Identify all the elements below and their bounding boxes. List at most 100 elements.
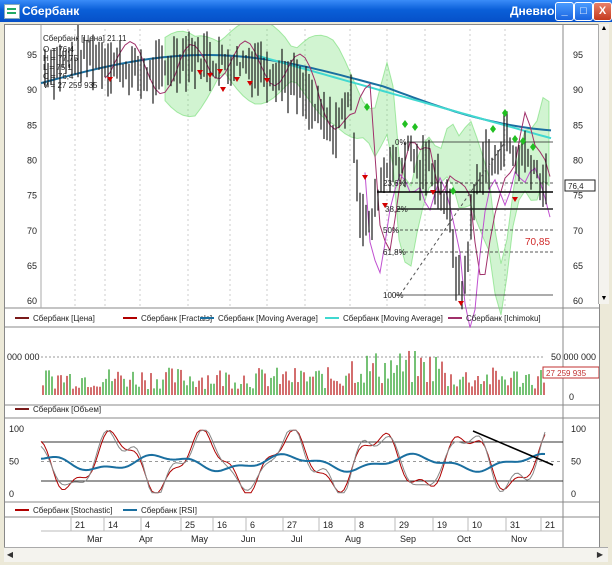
date-month-label: Sep [400, 534, 416, 544]
osc-axis-tick-right: 0 [571, 489, 576, 499]
title-bar[interactable]: Сбербанк Дневной _ □ X [0, 0, 612, 22]
info-line: V = 27 259 935 [43, 81, 98, 90]
volume-axis-left-label: 000 000 [7, 352, 40, 362]
price-axis-tick-right: 65 [573, 261, 583, 271]
fractal-down-marker [247, 81, 253, 86]
scroll-down-arrow-icon[interactable]: ▼ [600, 295, 608, 302]
price-axis-tick-left: 60 [27, 296, 37, 306]
fractal-up-marker [412, 123, 418, 131]
rsi-line [40, 452, 546, 473]
price-axis-tick-right: 70 [573, 226, 583, 236]
fib-level-label: 38,2% [385, 205, 408, 214]
horizontal-scrollbar[interactable]: ◀ ▶ [4, 547, 608, 562]
date-day-label: 14 [108, 520, 118, 530]
fractal-down-marker [107, 77, 113, 82]
price-axis-tick-right: 95 [573, 50, 583, 60]
window-title: Сбербанк [22, 4, 80, 18]
osc-axis-tick-right: 50 [571, 457, 581, 467]
fractal-up-marker [502, 109, 508, 117]
date-month-label: May [191, 534, 209, 544]
date-day-label: 18 [323, 520, 333, 530]
chart-area[interactable]: 0% 23,6% 38,2% 50% 61,8% 100% Сбербанк [Цена]… [4, 19, 600, 548]
fib-level-label: 100% [383, 291, 403, 300]
date-day-label: 10 [472, 520, 482, 530]
date-month-label: Jun [241, 534, 256, 544]
stochastic-d-line [40, 429, 546, 494]
date-day-label: 21 [545, 520, 555, 530]
fractal-down-marker [382, 203, 388, 208]
date-day-label: 31 [510, 520, 520, 530]
fractal-down-marker [512, 197, 518, 202]
osc-axis-tick-left: 0 [9, 489, 14, 499]
price-axis-tick-right: 85 [573, 120, 583, 130]
fib-level-label: 61,8% [383, 248, 406, 257]
osc-axis-tick-left: 50 [9, 457, 19, 467]
date-month-label: Apr [139, 534, 153, 544]
price-axis-tick-left: 80 [27, 155, 37, 165]
volume-axis-top-tick: 50 000 000 [551, 352, 596, 362]
date-day-label: 4 [145, 520, 150, 530]
close-button[interactable]: X [593, 2, 612, 21]
legend-label: Сбербанк [Цена] [33, 314, 95, 323]
date-day-label: 6 [250, 520, 255, 530]
info-line: L = 75,1 [43, 63, 72, 72]
fractal-down-marker [264, 78, 270, 83]
fib-level-label: 50% [383, 226, 399, 235]
legend-label: Сбербанк [Fractals] [141, 314, 212, 323]
price-axis-tick-right: 80 [573, 155, 583, 165]
date-day-label: 8 [359, 520, 364, 530]
fractal-down-marker [220, 87, 226, 92]
fractal-up-marker [512, 135, 518, 143]
target-price-label: 70,85 [525, 237, 550, 248]
fractal-down-marker [234, 77, 240, 82]
info-header: Сбербанк [Цена] 21.11 [43, 34, 127, 43]
current-price-label: 76,4 [568, 182, 584, 191]
date-month-label: Aug [345, 534, 361, 544]
scroll-left-arrow-icon[interactable]: ◀ [6, 550, 14, 559]
fractal-down-marker [217, 69, 223, 74]
timeframe-label: Дневной [510, 4, 562, 18]
date-day-label: 21 [75, 520, 85, 530]
price-axis-tick-left: 95 [27, 50, 37, 60]
chart-svg: 0% 23,6% 38,2% 50% 61,8% 100% Сбербанк [Цена]… [5, 19, 600, 547]
scroll-right-arrow-icon[interactable]: ▶ [596, 550, 604, 559]
legend-label: Сбербанк [Ichimoku] [466, 314, 541, 323]
fib-level-label: 23,6% [383, 179, 406, 188]
fractal-down-marker [207, 73, 213, 78]
fib-level-label: 0% [395, 138, 407, 147]
price-axis-tick-right: 75 [573, 191, 583, 201]
minimize-button[interactable]: _ [555, 2, 574, 21]
maximize-button[interactable]: □ [574, 2, 593, 21]
fractal-up-marker [450, 187, 456, 195]
legend-label: Сбербанк [Объем] [33, 405, 101, 414]
fractal-down-marker [197, 70, 203, 75]
scroll-up-arrow-icon[interactable]: ▲ [600, 25, 608, 32]
fractal-up-marker [364, 103, 370, 111]
date-month-label: Oct [457, 534, 472, 544]
current-price-box [564, 179, 596, 192]
price-axis-tick-left: 90 [27, 85, 37, 95]
date-day-label: 25 [185, 520, 195, 530]
legend-label: Сбербанк [Stochastic] [33, 506, 113, 515]
date-day-label: 19 [437, 520, 447, 530]
vertical-scrollbar[interactable]: ▲ ▼ [598, 24, 609, 304]
date-day-label: 29 [399, 520, 409, 530]
osc-axis-tick-right: 100 [571, 424, 586, 434]
legend-label: Сбербанк [RSI] [141, 506, 197, 515]
date-month-label: Mar [87, 534, 103, 544]
current-volume-label: 27 259 935 [546, 369, 587, 378]
fractal-down-marker [430, 190, 436, 195]
info-line: C = 76,4 [43, 72, 74, 81]
fib-trend-line [399, 141, 506, 296]
price-axis-tick-left: 70 [27, 226, 37, 236]
price-axis-tick-left: 75 [27, 191, 37, 201]
info-line: H = 77,75 [43, 54, 78, 63]
ichimoku-cloud [164, 19, 550, 316]
volume-axis-bottom-tick: 0 [569, 392, 574, 402]
date-day-label: 16 [217, 520, 227, 530]
date-day-label: 27 [287, 520, 297, 530]
info-line: O = 76,4 [43, 45, 74, 54]
price-axis-tick-right: 60 [573, 296, 583, 306]
fractal-down-marker [458, 301, 464, 306]
